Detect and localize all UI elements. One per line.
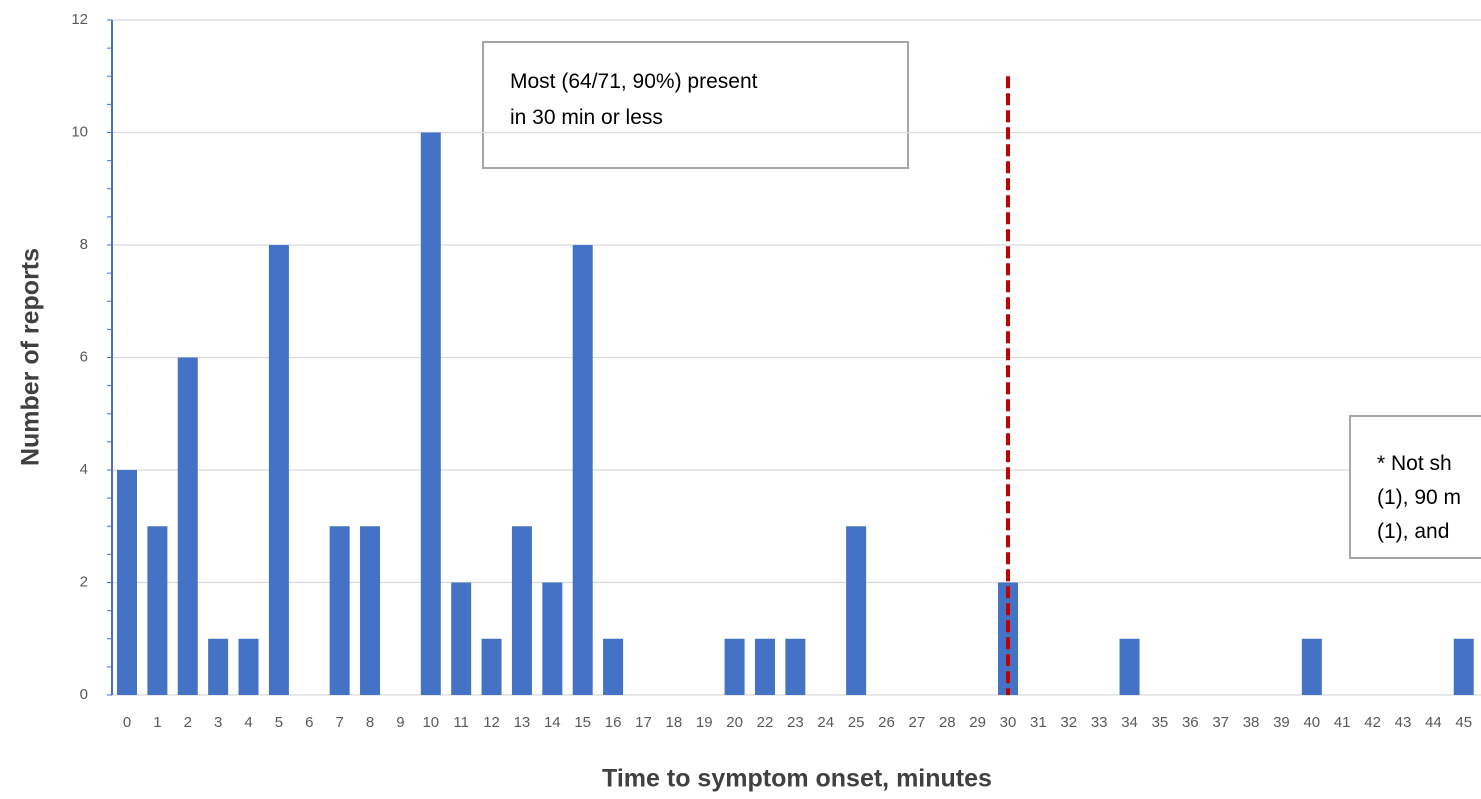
x-tick-label: 27 [909, 714, 926, 731]
bar [117, 470, 137, 695]
bar [360, 526, 381, 695]
annotation-text: Most (64/71, 90%) present [510, 70, 758, 93]
y-tick-label: 6 [80, 348, 88, 365]
x-tick-label: 11 [453, 714, 469, 731]
bar [268, 245, 289, 695]
bar [451, 582, 472, 695]
x-tick-label: 45 [1455, 714, 1472, 731]
x-tick-label: 44 [1425, 714, 1442, 731]
x-tick-label: 35 [1152, 714, 1169, 731]
bar [1301, 638, 1322, 695]
annotation-box [1349, 415, 1481, 559]
y-tick-label: 4 [80, 461, 88, 478]
x-tick-label: 41 [1334, 714, 1351, 731]
x-tick-label: 37 [1212, 714, 1229, 731]
y-tick-label: 10 [71, 123, 88, 140]
annotation-text: (1), and [1377, 520, 1449, 543]
x-tick-label: 30 [1000, 714, 1017, 731]
x-tick-label: 40 [1303, 714, 1320, 731]
bar [542, 582, 563, 695]
x-tick-label: 9 [396, 714, 404, 731]
x-tick-label: 2 [184, 714, 192, 731]
bar [511, 526, 532, 695]
x-tick-label: 33 [1091, 714, 1108, 731]
y-tick-label: 12 [71, 11, 88, 28]
x-tick-label: 31 [1030, 714, 1047, 731]
bar [846, 526, 867, 695]
x-tick-label: 38 [1243, 714, 1260, 731]
x-tick-label: 36 [1182, 714, 1199, 731]
annotation-text: * Not sh [1377, 452, 1452, 475]
x-tick-label: 5 [275, 714, 283, 731]
bar [754, 638, 775, 695]
x-tick-label: 39 [1273, 714, 1290, 731]
bar [1119, 638, 1140, 695]
bar [238, 638, 259, 695]
y-tick-label: 0 [80, 686, 88, 703]
x-tick-label: 1 [153, 714, 161, 731]
x-tick-label: 0 [123, 714, 131, 731]
x-axis-label: Time to symptom onset, minutes [602, 765, 992, 793]
x-tick-label: 32 [1060, 714, 1077, 731]
x-tick-label: 8 [366, 714, 374, 731]
x-tick-label: 23 [787, 714, 804, 731]
x-tick-label: 18 [665, 714, 682, 731]
bar [147, 526, 168, 695]
x-tick-label: 24 [817, 714, 834, 731]
bar [785, 638, 806, 695]
x-tick-label: 10 [422, 714, 439, 731]
x-tick-label: 22 [757, 714, 774, 731]
x-tick-label: 26 [878, 714, 895, 731]
bar [603, 638, 624, 695]
x-tick-label: 12 [483, 714, 500, 731]
x-tick-label: 25 [848, 714, 865, 731]
x-tick-label: 43 [1395, 714, 1412, 731]
x-tick-label: 34 [1121, 714, 1138, 731]
x-tick-label: 3 [214, 714, 222, 731]
x-tick-label: 19 [696, 714, 713, 731]
x-tick-label: 20 [726, 714, 743, 731]
y-tick-label: 2 [80, 573, 88, 590]
bar [724, 638, 745, 695]
x-tick-label: 13 [514, 714, 531, 731]
x-tick-label: 17 [635, 714, 652, 731]
x-tick-label: 28 [939, 714, 956, 731]
bar [420, 132, 441, 695]
x-tick-label: 7 [335, 714, 343, 731]
y-tick-label: 8 [80, 236, 88, 253]
y-axis-label: Number of reports [17, 248, 45, 466]
bar [1453, 638, 1474, 695]
x-tick-label: 42 [1364, 714, 1381, 731]
bar [572, 245, 593, 695]
x-tick-label: 29 [969, 714, 986, 731]
bar [208, 638, 229, 695]
x-tick-label: 14 [544, 714, 561, 731]
annotation-box [482, 41, 909, 169]
x-tick-label: 4 [244, 714, 252, 731]
annotation-text: in 30 min or less [510, 106, 663, 129]
x-tick-label: 6 [305, 714, 313, 731]
annotation-text: (1), 90 m [1377, 486, 1461, 509]
bar [329, 526, 350, 695]
x-tick-label: 16 [605, 714, 622, 731]
x-tick-label: 15 [574, 714, 591, 731]
bar [177, 357, 198, 695]
bar [481, 638, 502, 695]
